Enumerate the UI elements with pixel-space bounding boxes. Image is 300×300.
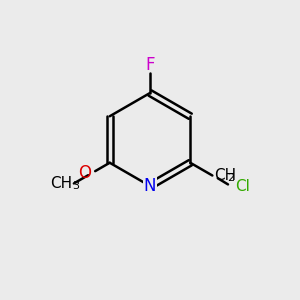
Text: O: O — [78, 164, 91, 182]
Text: F: F — [145, 56, 155, 74]
Text: CH: CH — [214, 168, 236, 183]
Text: 3: 3 — [73, 181, 80, 191]
Text: N: N — [144, 177, 156, 195]
Text: CH: CH — [50, 176, 72, 191]
Text: Cl: Cl — [235, 179, 250, 194]
Text: 2: 2 — [227, 173, 234, 183]
